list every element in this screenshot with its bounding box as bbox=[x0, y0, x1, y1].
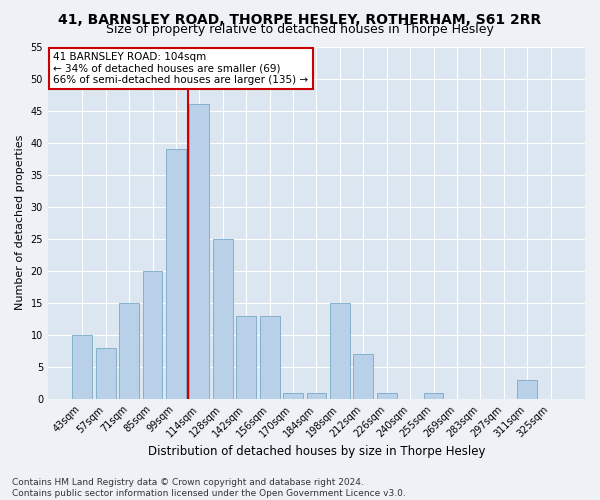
Bar bbox=[119, 303, 139, 399]
Bar bbox=[517, 380, 537, 399]
X-axis label: Distribution of detached houses by size in Thorpe Hesley: Distribution of detached houses by size … bbox=[148, 444, 485, 458]
Bar bbox=[377, 392, 397, 399]
Text: 41, BARNSLEY ROAD, THORPE HESLEY, ROTHERHAM, S61 2RR: 41, BARNSLEY ROAD, THORPE HESLEY, ROTHER… bbox=[58, 12, 542, 26]
Bar bbox=[166, 149, 186, 399]
Y-axis label: Number of detached properties: Number of detached properties bbox=[15, 135, 25, 310]
Bar bbox=[73, 335, 92, 399]
Bar bbox=[190, 104, 209, 399]
Bar bbox=[307, 392, 326, 399]
Bar bbox=[236, 316, 256, 399]
Bar bbox=[96, 348, 116, 399]
Text: Contains HM Land Registry data © Crown copyright and database right 2024.
Contai: Contains HM Land Registry data © Crown c… bbox=[12, 478, 406, 498]
Bar bbox=[283, 392, 303, 399]
Bar bbox=[353, 354, 373, 399]
Bar bbox=[260, 316, 280, 399]
Text: Size of property relative to detached houses in Thorpe Hesley: Size of property relative to detached ho… bbox=[106, 22, 494, 36]
Bar bbox=[213, 239, 233, 399]
Bar bbox=[330, 303, 350, 399]
Text: 41 BARNSLEY ROAD: 104sqm
← 34% of detached houses are smaller (69)
66% of semi-d: 41 BARNSLEY ROAD: 104sqm ← 34% of detach… bbox=[53, 52, 308, 85]
Bar bbox=[424, 392, 443, 399]
Bar bbox=[143, 271, 163, 399]
